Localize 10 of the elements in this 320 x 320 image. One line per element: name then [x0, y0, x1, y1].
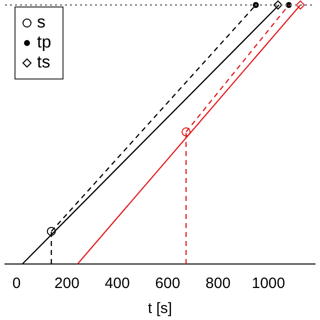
- x-tick-label: 1000: [252, 275, 286, 292]
- x-tick-label: 0: [12, 275, 21, 292]
- x-tick-label: 400: [104, 275, 130, 292]
- legend-label: tp: [37, 32, 52, 52]
- x-tick-label: 600: [155, 275, 180, 292]
- legend-label: s: [37, 12, 46, 32]
- x-tick-label: 200: [54, 275, 80, 292]
- x-tick-label: 800: [206, 275, 231, 292]
- x-axis-title: t [s]: [148, 300, 172, 318]
- legend-label: ts: [37, 52, 50, 72]
